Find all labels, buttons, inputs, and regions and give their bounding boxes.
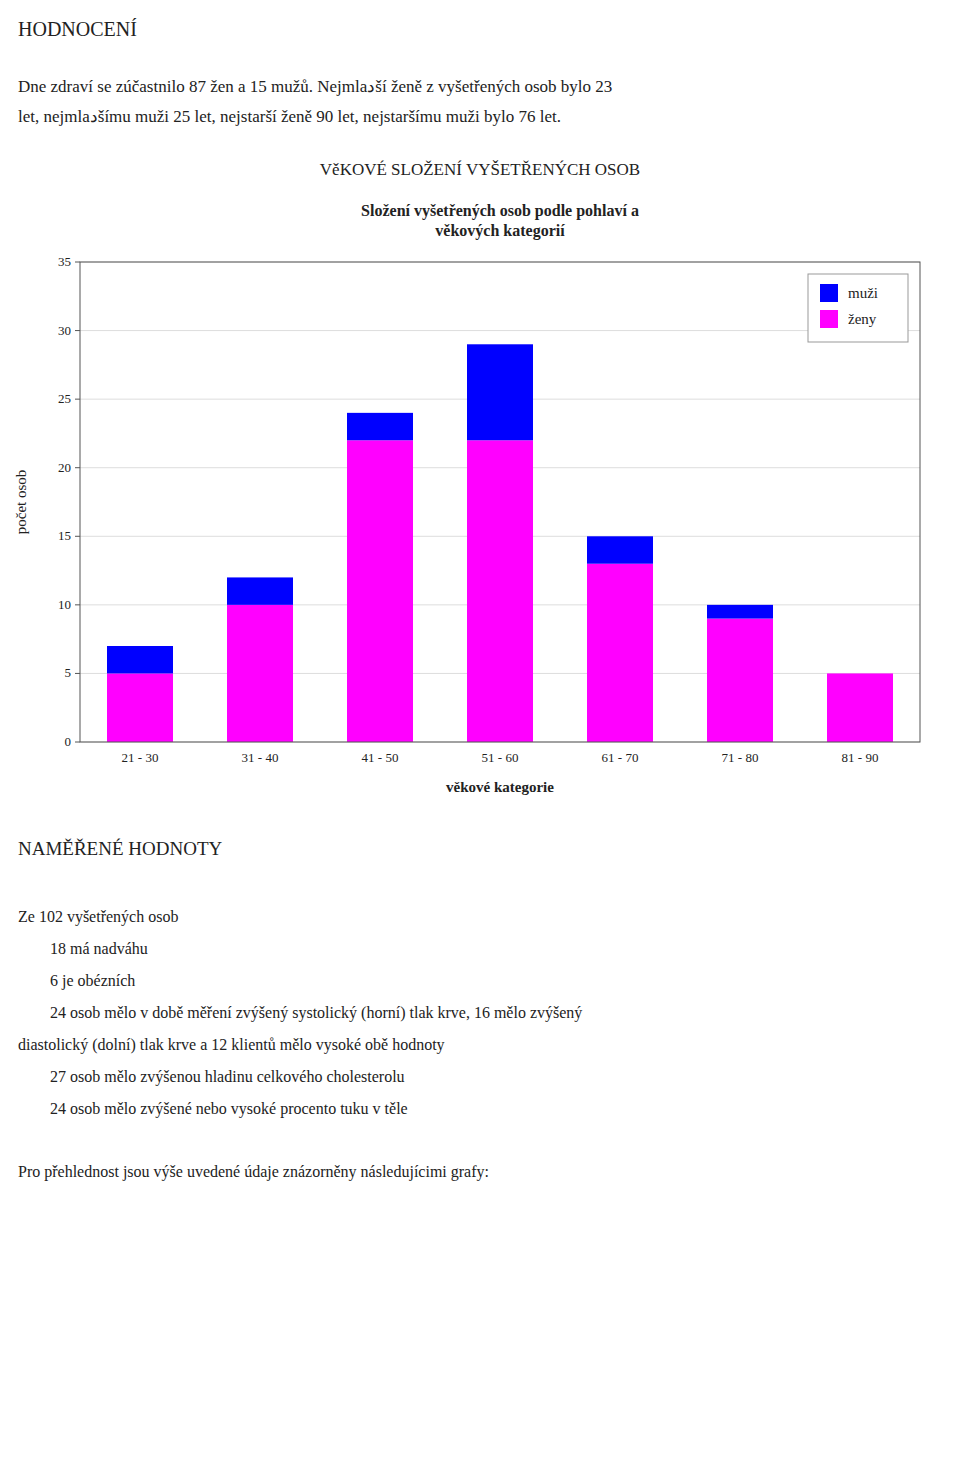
bars (107, 344, 893, 742)
y-tick-label: 25 (58, 391, 71, 406)
x-tick-label: 71 - 80 (722, 750, 759, 765)
bar (707, 605, 773, 619)
section-title: NAMĚŘENÉ HODNOTY (18, 838, 222, 860)
grid (80, 262, 920, 742)
x-tick-label: 61 - 70 (602, 750, 639, 765)
bar (587, 536, 653, 563)
x-tick-label: 51 - 60 (482, 750, 519, 765)
bar (467, 344, 533, 440)
x-tick-label: 41 - 50 (362, 750, 399, 765)
text-line: 27 osob mělo zvýšenou hladinu celkového … (18, 1068, 405, 1086)
y-tick-label: 10 (58, 597, 71, 612)
y-tick (75, 673, 80, 674)
bar (587, 564, 653, 742)
x-tick-label: 31 - 40 (242, 750, 279, 765)
y-tick-label: 35 (58, 254, 71, 269)
y-tick-label: 30 (58, 323, 71, 338)
bar (347, 440, 413, 742)
legend-label: ženy (848, 311, 877, 327)
text-line: 6 je obézních (18, 972, 135, 990)
y-tick (75, 604, 80, 605)
y-tick (75, 262, 80, 263)
x-tick-label: 21 - 30 (122, 750, 159, 765)
footer-text: Pro přehlednost jsou výše uvedené údaje … (18, 1163, 489, 1181)
text-line: diastolický (dolní) tlak krve a 12 klien… (18, 1036, 445, 1054)
grid-line (80, 330, 920, 331)
bar (347, 413, 413, 440)
bar (107, 673, 173, 742)
bar (227, 577, 293, 604)
bar (707, 619, 773, 742)
page-title: HODNOCENÍ (18, 18, 137, 41)
bar (827, 673, 893, 742)
x-axis-label: věkové kategorie (446, 779, 554, 795)
legend-swatch (820, 284, 838, 302)
chart-title-line: Složení vyšetřených osob podle pohlaví a (361, 202, 639, 220)
text-line: Ze 102 vyšetřených osob (18, 908, 178, 926)
chart-title-line: věkových kategorií (435, 222, 565, 240)
y-tick-label: 20 (58, 460, 71, 475)
bar (227, 605, 293, 742)
paragraph-line: Dne zdraví se zúčastnilo 87 žen a 15 muž… (18, 76, 612, 97)
x-tick-label: 81 - 90 (842, 750, 879, 765)
bar (827, 673, 893, 674)
bar (107, 646, 173, 673)
y-tick (75, 536, 80, 537)
y-axis-label: počet osob (13, 470, 29, 535)
legend-label: muži (848, 285, 878, 301)
legend-box (808, 274, 908, 342)
chart-title: Složení vyšetřených osob podle pohlaví a… (361, 202, 639, 240)
y-tick (75, 467, 80, 468)
text-line: 24 osob mělo v době měření zvýšený systo… (18, 1004, 582, 1022)
y-tick (75, 399, 80, 400)
plot-frame (80, 262, 920, 742)
chart: Složení vyšetřených osob podle pohlaví a… (0, 192, 960, 812)
y-tick-label: 0 (65, 734, 72, 749)
bar (467, 440, 533, 742)
section-title: VěKOVÉ SLOŽENÍ VYŠETŘENÝCH OSOB (0, 160, 960, 180)
y-tick (75, 330, 80, 331)
text-line: 24 osob mělo zvýšené nebo vysoké procent… (18, 1100, 408, 1118)
legend: muži ženy (808, 274, 908, 342)
paragraph-line: let, nejmlaدšímu muži 25 let, nejstarší … (18, 106, 561, 127)
y-tick-label: 15 (58, 528, 71, 543)
text-line: 18 má nadváhu (18, 940, 148, 958)
y-tick (75, 742, 80, 743)
y-tick-label: 5 (65, 665, 72, 680)
legend-swatch (820, 310, 838, 328)
